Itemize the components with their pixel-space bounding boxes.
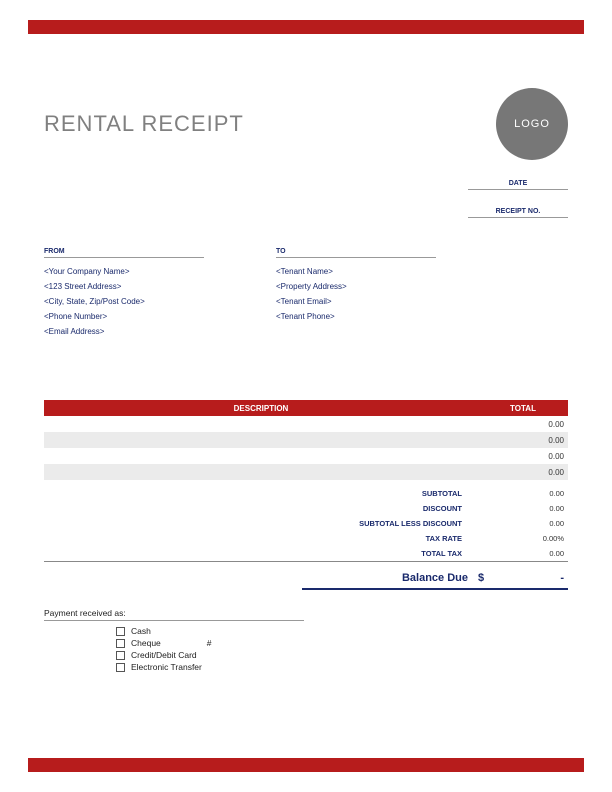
to-line: <Tenant Name> <box>276 264 436 279</box>
balance-value: - <box>498 572 568 584</box>
subtotal-less-val: 0.00 <box>478 519 568 528</box>
from-column: FROM <Your Company Name> <123 Street Add… <box>44 248 204 339</box>
table-header: DESCRIPTION TOTAL <box>44 400 568 416</box>
cheque-number-hash: # <box>207 638 212 648</box>
payment-option-label: Electronic Transfer <box>131 662 202 672</box>
to-line: <Tenant Email> <box>276 294 436 309</box>
balance-label: Balance Due <box>402 572 478 584</box>
from-line: <123 Street Address> <box>44 279 204 294</box>
summary: SUBTOTAL 0.00 DISCOUNT 0.00 SUBTOTAL LES… <box>44 486 568 562</box>
from-header: FROM <box>44 248 204 258</box>
tax-rate-val: 0.00% <box>478 534 568 543</box>
table-body: 0.00 0.00 0.00 0.00 <box>44 416 568 480</box>
total-tax-label: TOTAL TAX <box>308 549 478 558</box>
table-row: 0.00 <box>44 464 568 480</box>
to-line: <Tenant Phone> <box>276 309 436 324</box>
subtotal-label: SUBTOTAL <box>308 489 478 498</box>
payment-option-row: Cash <box>44 625 304 637</box>
to-column: TO <Tenant Name> <Property Address> <Ten… <box>276 248 436 339</box>
total-tax-val: 0.00 <box>478 549 568 558</box>
cell-total: 0.00 <box>478 436 568 445</box>
from-line: <Phone Number> <box>44 309 204 324</box>
header: RENTAL RECEIPT LOGO <box>44 88 568 160</box>
bottom-accent-bar <box>28 758 584 772</box>
payment-option-label: Cash <box>131 626 151 636</box>
cell-total: 0.00 <box>478 452 568 461</box>
tax-rate-row: TAX RATE 0.00% <box>44 531 568 546</box>
discount-label: DISCOUNT <box>308 504 478 513</box>
payment-option-label: Credit/Debit Card <box>131 650 197 660</box>
payment-option-row: Credit/Debit Card <box>44 649 304 661</box>
from-line: <Your Company Name> <box>44 264 204 279</box>
subtotal-less-label: SUBTOTAL LESS DISCOUNT <box>308 519 478 528</box>
meta-block: DATE RECEIPT NO. <box>468 180 568 236</box>
subtotal-val: 0.00 <box>478 489 568 498</box>
from-line: <Email Address> <box>44 324 204 339</box>
page-title: RENTAL RECEIPT <box>44 111 244 137</box>
table-row: 0.00 <box>44 448 568 464</box>
balance-row: Balance Due $ - <box>302 568 568 590</box>
address-columns: FROM <Your Company Name> <123 Street Add… <box>44 248 436 339</box>
cell-total: 0.00 <box>478 420 568 429</box>
subtotal-row: SUBTOTAL 0.00 <box>44 486 568 501</box>
total-tax-row: TOTAL TAX 0.00 <box>44 546 568 562</box>
cell-total: 0.00 <box>478 468 568 477</box>
checkbox-cheque[interactable] <box>116 639 125 648</box>
checkbox-card[interactable] <box>116 651 125 660</box>
discount-val: 0.00 <box>478 504 568 513</box>
to-line: <Property Address> <box>276 279 436 294</box>
top-accent-bar <box>28 20 584 34</box>
balance-currency: $ <box>478 572 498 584</box>
from-line: <City, State, Zip/Post Code> <box>44 294 204 309</box>
subtotal-less-row: SUBTOTAL LESS DISCOUNT 0.00 <box>44 516 568 531</box>
logo-placeholder: LOGO <box>496 88 568 160</box>
table-row: 0.00 <box>44 432 568 448</box>
th-description: DESCRIPTION <box>44 404 478 413</box>
payment-section: Payment received as: Cash Cheque # Credi… <box>44 608 304 673</box>
table-row: 0.00 <box>44 416 568 432</box>
checkbox-cash[interactable] <box>116 627 125 636</box>
tax-rate-label: TAX RATE <box>308 534 478 543</box>
items-table: DESCRIPTION TOTAL 0.00 0.00 0.00 0.00 SU… <box>44 400 568 590</box>
discount-row: DISCOUNT 0.00 <box>44 501 568 516</box>
payment-header: Payment received as: <box>44 608 304 621</box>
payment-option-row: Cheque # <box>44 637 304 649</box>
receipt-no-label: RECEIPT NO. <box>468 208 568 218</box>
to-header: TO <box>276 248 436 258</box>
checkbox-electronic[interactable] <box>116 663 125 672</box>
payment-option-label: Cheque <box>131 638 161 648</box>
date-label: DATE <box>468 180 568 190</box>
payment-option-row: Electronic Transfer <box>44 661 304 673</box>
th-total: TOTAL <box>478 404 568 413</box>
